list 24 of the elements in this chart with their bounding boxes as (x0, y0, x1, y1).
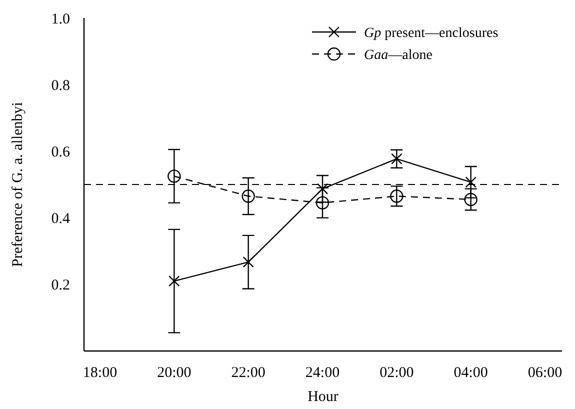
point (316, 183, 328, 194)
x-axis-title: Hour (308, 389, 338, 405)
x-tick-label: 06:00 (528, 365, 562, 381)
y-tick-label: 0.2 (51, 278, 70, 294)
y-axis-title: Preference of G. a. allenbyi (10, 102, 26, 267)
x-tick-label: 02:00 (380, 365, 414, 381)
point (242, 256, 254, 268)
point (316, 196, 330, 210)
legend-label: Gp present—enclosures (364, 26, 498, 41)
x-tick-label: 04:00 (454, 365, 488, 381)
point (464, 192, 478, 206)
y-tick-label: 1.0 (51, 11, 70, 28)
x-tick-label: 18:00 (82, 365, 118, 381)
x-tick-label: 20:00 (157, 365, 192, 381)
legend-label: Gaa—alone (364, 48, 432, 63)
x-tick-label: 24:00 (305, 365, 340, 381)
y-tick-label: 0.6 (51, 144, 70, 160)
point (168, 275, 180, 287)
point (465, 176, 476, 188)
y-tick-label: 0.4 (51, 211, 70, 228)
y-tick-label: 0.8 (51, 78, 70, 94)
x-tick-label: 22:00 (231, 365, 266, 381)
point (242, 190, 255, 203)
point (168, 170, 181, 183)
